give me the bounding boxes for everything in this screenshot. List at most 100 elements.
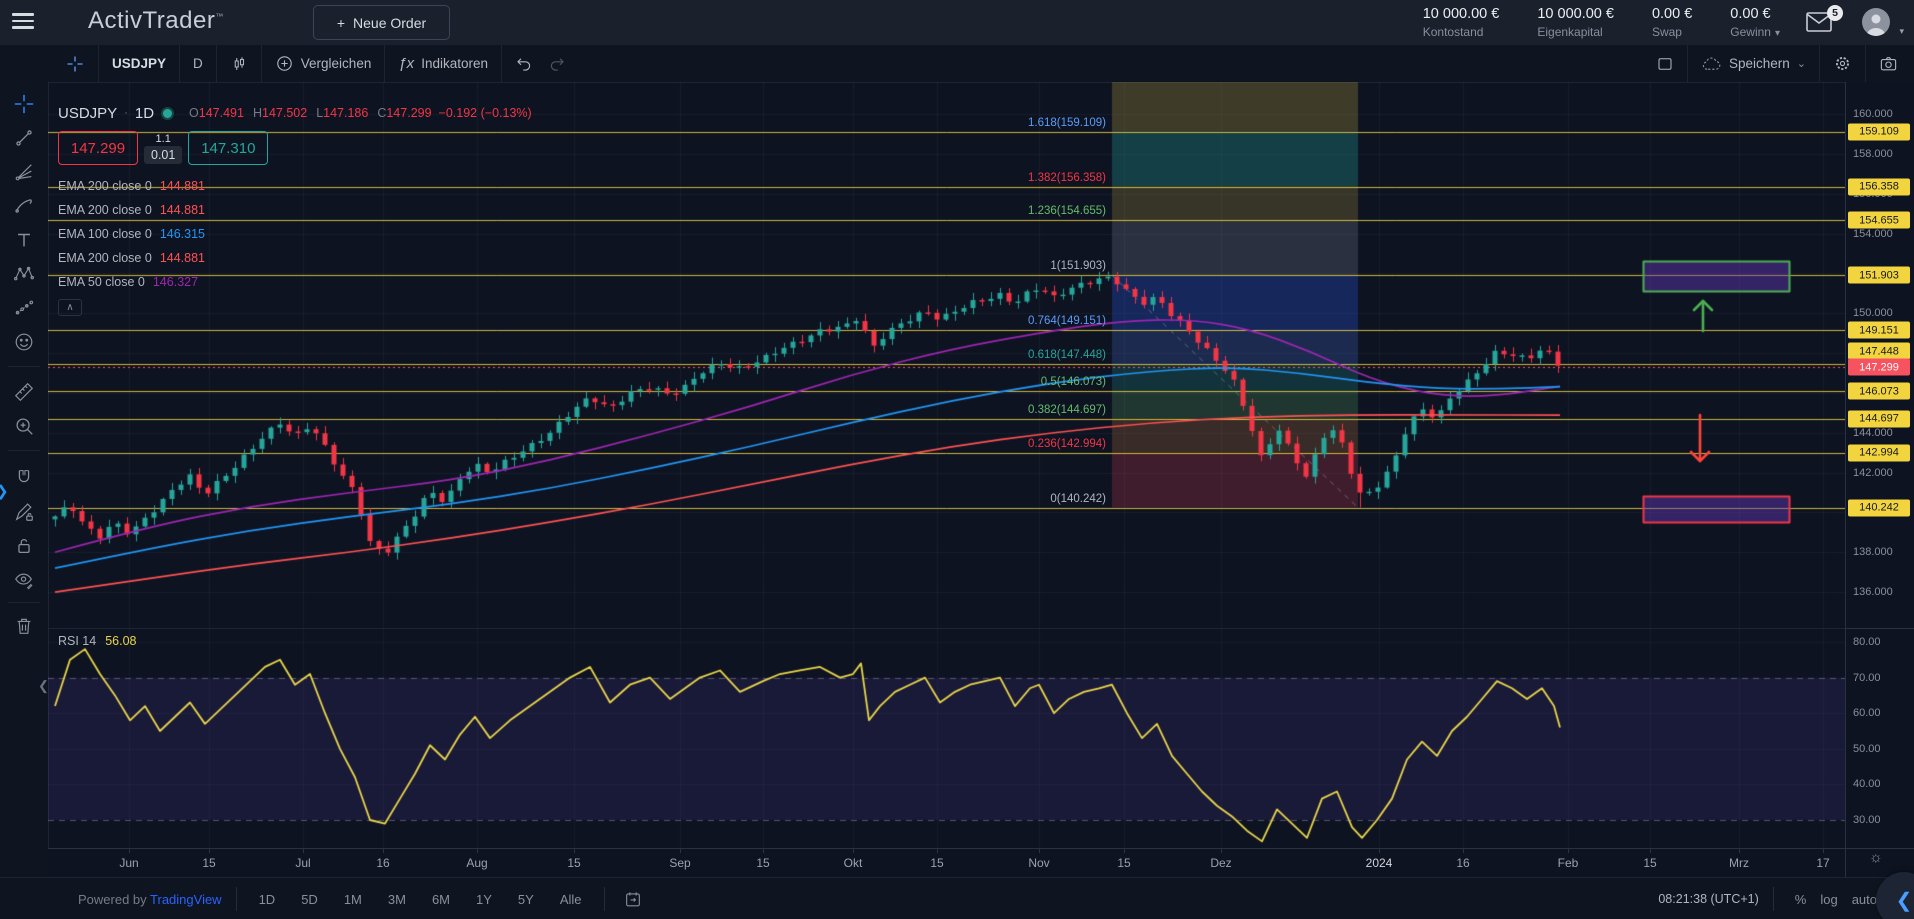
scale-%[interactable]: % <box>1794 891 1807 907</box>
text-tool-icon[interactable] <box>10 226 38 254</box>
stat-value: 0.00 € <box>1651 6 1693 22</box>
range-alle[interactable]: Alle <box>559 891 582 907</box>
indicator-name: EMA 200 close 0 <box>58 251 152 265</box>
time-scale[interactable]: Jun 15 Jul 16 Aug 15 Sep 15 Okt 15 Nov 15 Dez 2024 16 F… <box>48 848 1845 878</box>
time-axis-label: 17 <box>1816 856 1830 870</box>
range-5y[interactable]: 5Y <box>517 891 534 907</box>
fib-level-label: 0.5(146.073) <box>1040 376 1106 389</box>
ruler-icon[interactable] <box>10 378 38 406</box>
account-stats: 10 000.00 € Kontostand 10 000.00 € Eigenkap… <box>1423 6 1780 39</box>
tradingview-link[interactable]: TradingView <box>150 891 222 907</box>
mail-icon[interactable]: 5 <box>1806 5 1843 36</box>
top-header: ActivTrader™ + Neue Order 10 000.00 € Kon… <box>0 0 1914 45</box>
remove-drawings-icon[interactable] <box>10 612 38 640</box>
avatar[interactable] <box>1862 8 1890 36</box>
scale-log[interactable]: log <box>1820 891 1838 907</box>
forecast-icon[interactable] <box>10 294 38 322</box>
price-pane[interactable] <box>48 82 1845 628</box>
panel-expand-chevron[interactable]: ❯ <box>0 482 9 500</box>
rsi-legend-row[interactable]: RSI 14 56.08 <box>58 634 137 648</box>
market-status-icon[interactable] <box>161 106 175 120</box>
legend-collapse-button[interactable]: ∧ <box>58 299 82 316</box>
clock[interactable]: 08:21:38 (UTC+1) <box>1658 892 1759 906</box>
range-1d[interactable]: 1D <box>258 891 276 907</box>
range-6m[interactable]: 6M <box>431 891 451 907</box>
stat-value: 10 000.00 € <box>1422 6 1500 22</box>
stat-gewinn[interactable]: 0.00 € Gewinn ▾ <box>1730 6 1780 39</box>
price-axis-label: 144.000 <box>1853 426 1893 439</box>
collapse-fab[interactable]: ❮ <box>1876 872 1914 919</box>
time-axis-label: 15 <box>202 856 216 870</box>
layout-button[interactable] <box>1643 45 1687 82</box>
price-scale[interactable]: 160.000158.000156.000154.000150.000144.0… <box>1845 82 1914 877</box>
xabcd-pattern-icon[interactable] <box>10 260 38 288</box>
settings-button[interactable] <box>1820 45 1865 82</box>
time-axis-label: Nov <box>1028 856 1050 870</box>
chart-style-button[interactable] <box>217 45 261 82</box>
indicator-row[interactable]: EMA 50 close 0 146.327 <box>58 270 532 294</box>
compare-button[interactable]: Vergleichen <box>262 45 385 82</box>
range-1m[interactable]: 1M <box>343 891 362 907</box>
indicator-row[interactable]: EMA 100 close 0 146.315 <box>58 222 532 246</box>
redo-button[interactable] <box>546 45 579 82</box>
ohlc-L: L147.186 <box>316 106 369 120</box>
hide-drawings-icon[interactable] <box>10 566 38 594</box>
lock-all-icon[interactable] <box>10 532 38 560</box>
indicator-name: EMA 50 close 0 <box>58 275 145 289</box>
emoji-icon[interactable] <box>10 328 38 356</box>
fib-channels-icon[interactable] <box>10 158 38 186</box>
crosshair-tool-icon[interactable] <box>10 90 38 118</box>
goto-date-button[interactable] <box>623 890 643 909</box>
trend-line-icon[interactable] <box>10 124 38 152</box>
sell-button[interactable]: 147.299 <box>58 131 138 165</box>
undo-button[interactable] <box>502 45 546 82</box>
brush-icon[interactable] <box>10 192 38 220</box>
interval-button[interactable]: D <box>193 56 203 71</box>
level-price-badge: 156.358 <box>1848 178 1910 196</box>
indicator-row[interactable]: EMA 200 close 0 144.881 <box>58 246 532 270</box>
theme-sun-icon[interactable]: ☼ <box>1869 849 1883 866</box>
symbol-button[interactable]: USDJPY <box>112 56 167 71</box>
zoom-in-icon[interactable] <box>10 412 38 440</box>
magnet-icon[interactable] <box>10 464 38 492</box>
indicator-row[interactable]: EMA 200 close 0 144.881 <box>58 198 532 222</box>
powered-by: Powered by TradingView <box>78 891 222 907</box>
time-axis-label: Feb <box>1557 856 1579 870</box>
stat-value: 0.00 € <box>1730 6 1771 22</box>
range-1y[interactable]: 1Y <box>476 891 492 907</box>
indicators-button[interactable]: ƒx Indikatoren <box>398 55 488 72</box>
stat-caret-icon[interactable]: ▾ <box>1774 28 1780 39</box>
indicator-row[interactable]: EMA 200 close 0 144.881 <box>58 174 532 198</box>
ohlc-H: H147.502 <box>252 106 308 120</box>
screenshot-button[interactable] <box>1866 45 1914 82</box>
rsi-axis-label: 60.00 <box>1853 707 1881 720</box>
range-3m[interactable]: 3M <box>387 891 406 907</box>
buy-button[interactable]: 147.310 <box>188 131 269 165</box>
rsi-pane[interactable] <box>48 628 1845 848</box>
price-axis-label: 136.000 <box>1853 586 1893 599</box>
new-order-button[interactable]: + Neue Order <box>313 5 450 40</box>
drawing-lock-icon[interactable] <box>10 498 38 526</box>
avatar-caret-icon[interactable]: ▾ <box>1899 26 1904 36</box>
stat-label: Kontostand <box>1422 25 1484 39</box>
chart-legend: USDJPY · 1D O147.491 H147.502 L147.186 C147… <box>58 100 532 316</box>
level-price-badge: 142.994 <box>1848 444 1910 462</box>
range-buttons: 1D 5D 1M 3M 6M 1Y 5Y Alle <box>251 888 590 911</box>
pane-scroll-chevron[interactable]: ❮ <box>38 678 49 693</box>
indicator-value: 144.881 <box>159 203 205 217</box>
menu-icon[interactable] <box>12 13 34 31</box>
level-price-badge: 144.697 <box>1848 410 1910 428</box>
time-axis-label: Jul <box>295 856 311 870</box>
save-layout-button[interactable]: Speichern ⌄ <box>1688 45 1819 82</box>
legend-title-row[interactable]: USDJPY · 1D O147.491 H147.502 L147.186 C147… <box>58 100 532 126</box>
pane-divider[interactable] <box>48 628 1845 629</box>
fib-level-label: 0(140.242) <box>1050 492 1106 505</box>
spread-value: 0.01 <box>144 145 183 164</box>
legend-separator: · <box>124 107 128 119</box>
scale-auto[interactable]: auto <box>1851 891 1877 907</box>
range-5d[interactable]: 5D <box>301 891 318 907</box>
time-axis-label: 2024 <box>1365 856 1393 870</box>
crosshair-mode-button[interactable] <box>52 45 98 82</box>
fib-level-label: 0.618(147.448) <box>1027 349 1106 362</box>
